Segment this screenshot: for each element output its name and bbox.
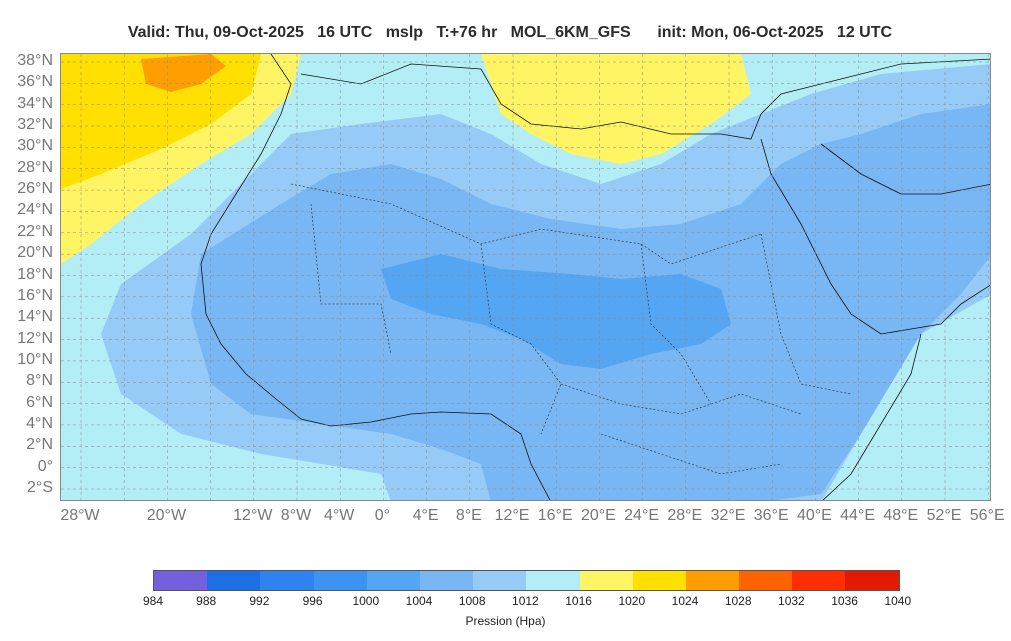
lon-label: 20°E bbox=[580, 507, 616, 524]
lon-label: 12°W bbox=[233, 507, 273, 524]
lat-label: 28°N bbox=[17, 158, 53, 176]
chart-title: Valid: Thu, 09-Oct-2025 16 UTC mslp T:+7… bbox=[0, 6, 1011, 42]
lat-label: 6°N bbox=[26, 393, 53, 411]
coastlines bbox=[200, 54, 990, 500]
lat-label: 2°S bbox=[27, 479, 53, 496]
lon-label: 52°E bbox=[926, 507, 962, 524]
colorbar-tick: 984 bbox=[142, 594, 164, 608]
pressure-region-1016-med bbox=[481, 54, 751, 164]
lat-label: 8°N bbox=[26, 372, 53, 390]
colorbar-swatch bbox=[685, 571, 740, 590]
colorbar-swatch bbox=[792, 571, 846, 590]
lat-label: 2°N bbox=[26, 436, 53, 454]
lon-label: 36°E bbox=[753, 507, 789, 524]
lon-label: 4°W bbox=[323, 507, 355, 524]
pressure-region-1024 bbox=[141, 54, 226, 92]
colorbar-tick: 992 bbox=[249, 594, 270, 608]
lon-label: 8°E bbox=[455, 507, 482, 524]
colorbar-tick: 1028 bbox=[724, 594, 752, 608]
lat-label: 0° bbox=[37, 457, 53, 475]
colorbar-swatch bbox=[526, 571, 580, 590]
field-name: mslp bbox=[385, 24, 424, 41]
lon-label: 12°E bbox=[494, 507, 530, 524]
lon-label: 56°E bbox=[969, 507, 1005, 524]
lat-label: 32°N bbox=[17, 116, 53, 134]
colorbar-swatch bbox=[260, 571, 314, 590]
lon-label: 0° bbox=[374, 507, 391, 524]
lon-label: 48°E bbox=[883, 507, 919, 524]
colorbar-tick: 1036 bbox=[831, 594, 858, 608]
lat-label: 30°N bbox=[17, 137, 53, 155]
colorbar-tick: 1024 bbox=[671, 594, 699, 608]
lat-label: 14°N bbox=[17, 308, 53, 326]
colorbar-swatch bbox=[313, 571, 367, 590]
colorbar-tick: 1000 bbox=[352, 594, 380, 608]
lon-label: 16°E bbox=[537, 507, 573, 524]
colorbar-swatch bbox=[366, 571, 420, 590]
valid-time: Valid: Thu, 09-Oct-2025 16 UTC bbox=[127, 24, 373, 41]
lon-label: 28°E bbox=[667, 507, 703, 524]
colorbar-tick: 1040 bbox=[884, 594, 912, 608]
colorbar-tick: 1032 bbox=[778, 594, 805, 608]
lat-label: 10°N bbox=[17, 350, 53, 368]
colorbar-tick: 1016 bbox=[565, 594, 592, 608]
pressure-map bbox=[60, 53, 991, 501]
colorbar-swatch bbox=[473, 571, 527, 590]
colorbar-swatch bbox=[579, 571, 633, 590]
colorbar-label: Pression (Hpa) bbox=[465, 614, 546, 628]
lon-label: 28°W bbox=[60, 507, 100, 524]
model-name: MOL_6KM_GFS bbox=[510, 24, 631, 41]
colorbar bbox=[153, 570, 900, 591]
indian-ocean bbox=[822, 295, 990, 500]
lon-label: 20°W bbox=[146, 507, 187, 524]
colorbar-swatch bbox=[632, 571, 686, 590]
lon-label: 44°E bbox=[840, 507, 876, 524]
colorbar-swatch bbox=[845, 571, 899, 590]
colorbar-tick: 988 bbox=[196, 594, 217, 608]
lat-label: 36°N bbox=[17, 73, 53, 91]
lon-label: 8°W bbox=[280, 507, 312, 524]
lat-label: 24°N bbox=[17, 201, 53, 219]
lat-label: 38°N bbox=[17, 52, 53, 69]
colorbar-tick: 1004 bbox=[405, 594, 433, 608]
colorbar-tick: 1020 bbox=[618, 594, 646, 608]
lat-label: 20°N bbox=[17, 244, 53, 262]
colorbar-swatch bbox=[419, 571, 474, 590]
lon-label: 4°E bbox=[412, 507, 439, 524]
lon-label: 24°E bbox=[624, 507, 660, 524]
lat-label: 18°N bbox=[17, 265, 53, 283]
lat-label: 4°N bbox=[26, 414, 53, 432]
lead-time: T:+76 hr bbox=[436, 24, 498, 41]
colorbar-tick: 1008 bbox=[458, 594, 486, 608]
lon-label: 32°E bbox=[710, 507, 746, 524]
init-time: init: Mon, 06-Oct-2025 12 UTC bbox=[657, 24, 893, 41]
lat-label: 34°N bbox=[17, 94, 53, 112]
colorbar-swatch bbox=[739, 571, 793, 590]
pressure-region-1000 bbox=[381, 254, 731, 369]
lat-label: 22°N bbox=[17, 222, 53, 240]
colorbar-swatch bbox=[154, 571, 208, 590]
graticule bbox=[61, 54, 990, 500]
pressure-region-1020 bbox=[61, 54, 261, 189]
colorbar-swatch bbox=[207, 571, 261, 590]
lon-label: 40°E bbox=[796, 507, 832, 524]
lat-label: 16°N bbox=[17, 286, 53, 304]
ocean-south bbox=[61, 384, 391, 500]
map-svg bbox=[61, 54, 990, 500]
lat-label: 12°N bbox=[17, 329, 53, 347]
colorbar-tick: 996 bbox=[302, 594, 323, 608]
colorbar-tick: 1012 bbox=[512, 594, 539, 608]
lat-label: 26°N bbox=[17, 180, 53, 198]
borders bbox=[290, 183, 852, 475]
